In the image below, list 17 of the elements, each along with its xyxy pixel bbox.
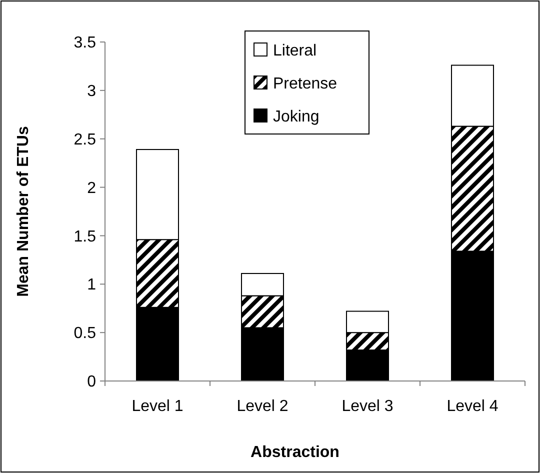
y-tick-label: 0.5 — [74, 325, 96, 342]
y-tick-label: 3.5 — [74, 34, 96, 52]
y-tick-label: 1 — [87, 276, 96, 294]
y-tick-label: 0 — [87, 374, 96, 391]
y-tick-label: 3 — [87, 83, 96, 100]
x-axis-title: Abstraction — [250, 444, 340, 461]
y-axis-title: Mean Number of ETUs — [15, 126, 32, 297]
legend-label: Literal — [273, 42, 317, 60]
x-tick-label: Level 2 — [236, 398, 288, 415]
y-tick-label: 2.5 — [74, 131, 96, 148]
x-tick-label: Level 1 — [132, 398, 184, 415]
y-tick-label: 2 — [87, 180, 96, 197]
legend-label: Pretense — [273, 76, 338, 93]
x-tick-label: Level 3 — [342, 398, 394, 415]
y-tick-label: 1.5 — [74, 228, 96, 246]
x-tick-label: Level 4 — [446, 398, 498, 415]
legend-label: Joking — [273, 108, 320, 126]
